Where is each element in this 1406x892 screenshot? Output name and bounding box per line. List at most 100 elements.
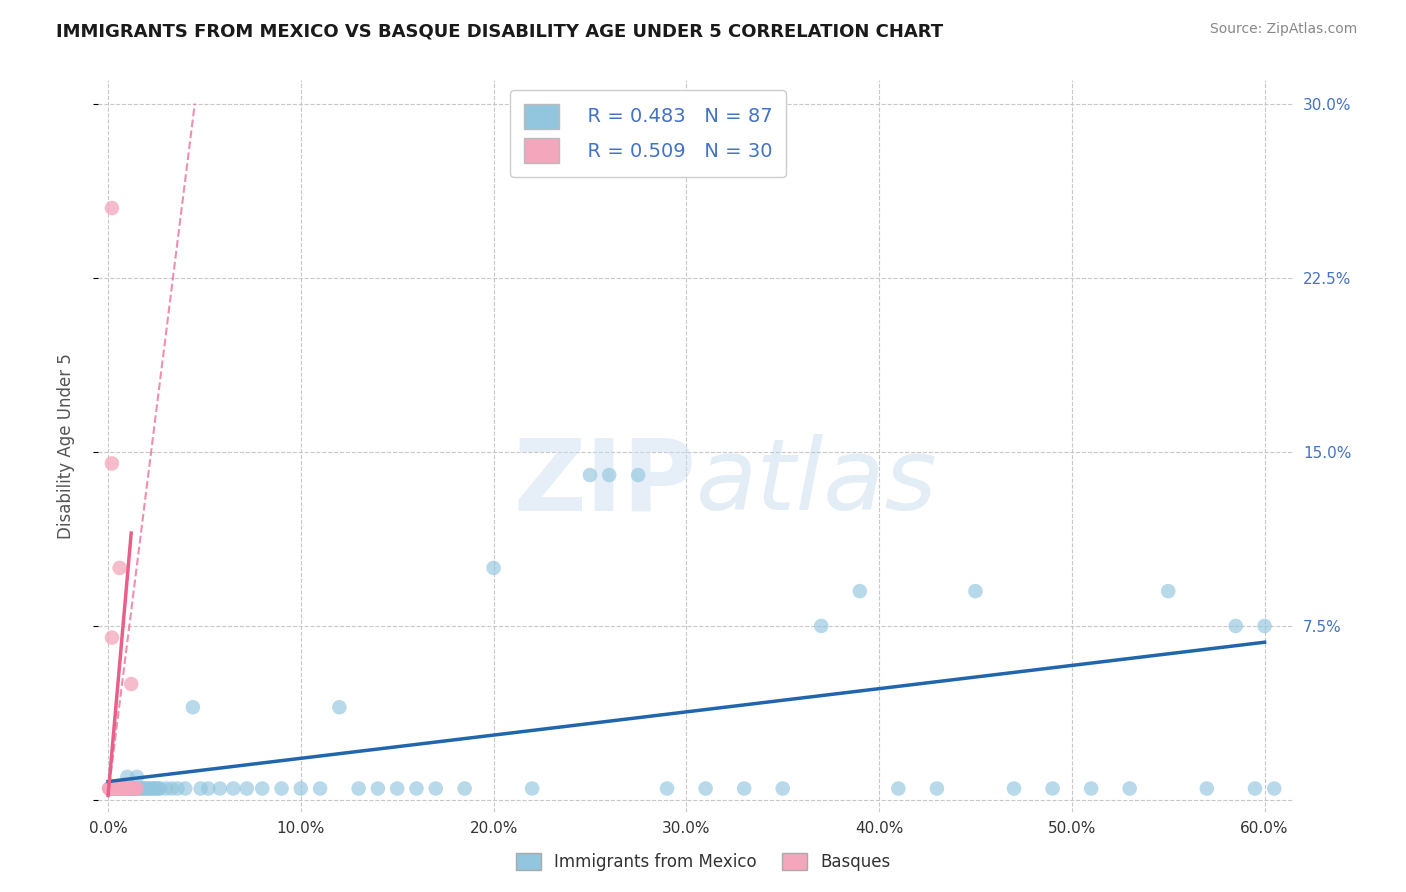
Point — [104, 781, 127, 796]
Point — [453, 781, 475, 796]
Point — [103, 781, 125, 796]
Point — [101, 457, 124, 471]
Point — [108, 781, 131, 796]
Text: Source: ZipAtlas.com: Source: ZipAtlas.com — [1209, 22, 1357, 37]
Point — [125, 781, 148, 796]
Point — [520, 781, 543, 796]
Point — [270, 781, 292, 796]
Point — [107, 781, 129, 796]
Point — [965, 584, 987, 599]
Point — [112, 781, 135, 796]
Point — [1244, 781, 1267, 796]
Point — [772, 781, 794, 796]
Point — [145, 781, 167, 796]
Point — [695, 781, 717, 796]
Point — [122, 781, 145, 796]
Point — [309, 781, 332, 796]
Point — [103, 781, 125, 796]
Point — [118, 781, 141, 796]
Point — [125, 770, 148, 784]
Point — [118, 781, 141, 796]
Point — [135, 781, 157, 796]
Point — [101, 201, 124, 215]
Point — [100, 781, 122, 796]
Point — [101, 631, 124, 645]
Point — [117, 770, 139, 784]
Point — [1263, 781, 1285, 796]
Point — [155, 781, 177, 796]
Point — [810, 619, 832, 633]
Point — [103, 781, 125, 796]
Point — [347, 781, 370, 796]
Point — [108, 781, 131, 796]
Text: IMMIGRANTS FROM MEXICO VS BASQUE DISABILITY AGE UNDER 5 CORRELATION CHART: IMMIGRANTS FROM MEXICO VS BASQUE DISABIL… — [56, 22, 943, 40]
Point — [107, 781, 129, 796]
Point — [1118, 781, 1140, 796]
Point — [110, 781, 132, 796]
Point — [98, 781, 121, 796]
Point — [1157, 584, 1180, 599]
Point — [236, 781, 259, 796]
Point — [132, 781, 155, 796]
Point — [101, 781, 124, 796]
Point — [367, 781, 389, 796]
Point — [107, 781, 129, 796]
Point — [141, 781, 163, 796]
Point — [134, 781, 156, 796]
Point — [104, 781, 127, 796]
Point — [149, 781, 172, 796]
Point — [117, 781, 139, 796]
Point — [160, 781, 183, 796]
Point — [197, 781, 219, 796]
Point — [98, 781, 121, 796]
Point — [98, 781, 121, 796]
Text: ZIP: ZIP — [513, 434, 696, 531]
Point — [124, 781, 146, 796]
Point — [114, 781, 136, 796]
Point — [112, 781, 135, 796]
Point — [733, 781, 755, 796]
Point — [114, 781, 136, 796]
Point — [290, 781, 312, 796]
Point — [98, 781, 121, 796]
Point — [104, 781, 127, 796]
Point — [598, 468, 620, 483]
Point — [849, 584, 872, 599]
Point — [117, 781, 139, 796]
Point — [110, 781, 132, 796]
Legend: Immigrants from Mexico, Basques: Immigrants from Mexico, Basques — [508, 845, 898, 880]
Point — [103, 781, 125, 796]
Point — [103, 781, 125, 796]
Point — [101, 781, 124, 796]
Point — [139, 781, 162, 796]
Point — [101, 781, 124, 796]
Point — [103, 781, 125, 796]
Point — [655, 781, 678, 796]
Point — [125, 781, 148, 796]
Point — [112, 781, 135, 796]
Point — [143, 781, 166, 796]
Point — [98, 781, 121, 796]
Point — [166, 781, 188, 796]
Point — [208, 781, 231, 796]
Point — [124, 781, 146, 796]
Point — [110, 781, 132, 796]
Point — [1253, 619, 1275, 633]
Point — [222, 781, 245, 796]
Text: atlas: atlas — [696, 434, 938, 531]
Point — [122, 781, 145, 796]
Point — [107, 781, 129, 796]
Point — [1080, 781, 1102, 796]
Point — [129, 781, 152, 796]
Point — [925, 781, 948, 796]
Point — [120, 677, 142, 691]
Point — [627, 468, 650, 483]
Point — [104, 781, 127, 796]
Point — [117, 781, 139, 796]
Point — [328, 700, 350, 714]
Legend:   R = 0.483   N = 87,   R = 0.509   N = 30: R = 0.483 N = 87, R = 0.509 N = 30 — [510, 90, 786, 177]
Point — [252, 781, 274, 796]
Point — [405, 781, 427, 796]
Point — [138, 781, 160, 796]
Point — [104, 781, 127, 796]
